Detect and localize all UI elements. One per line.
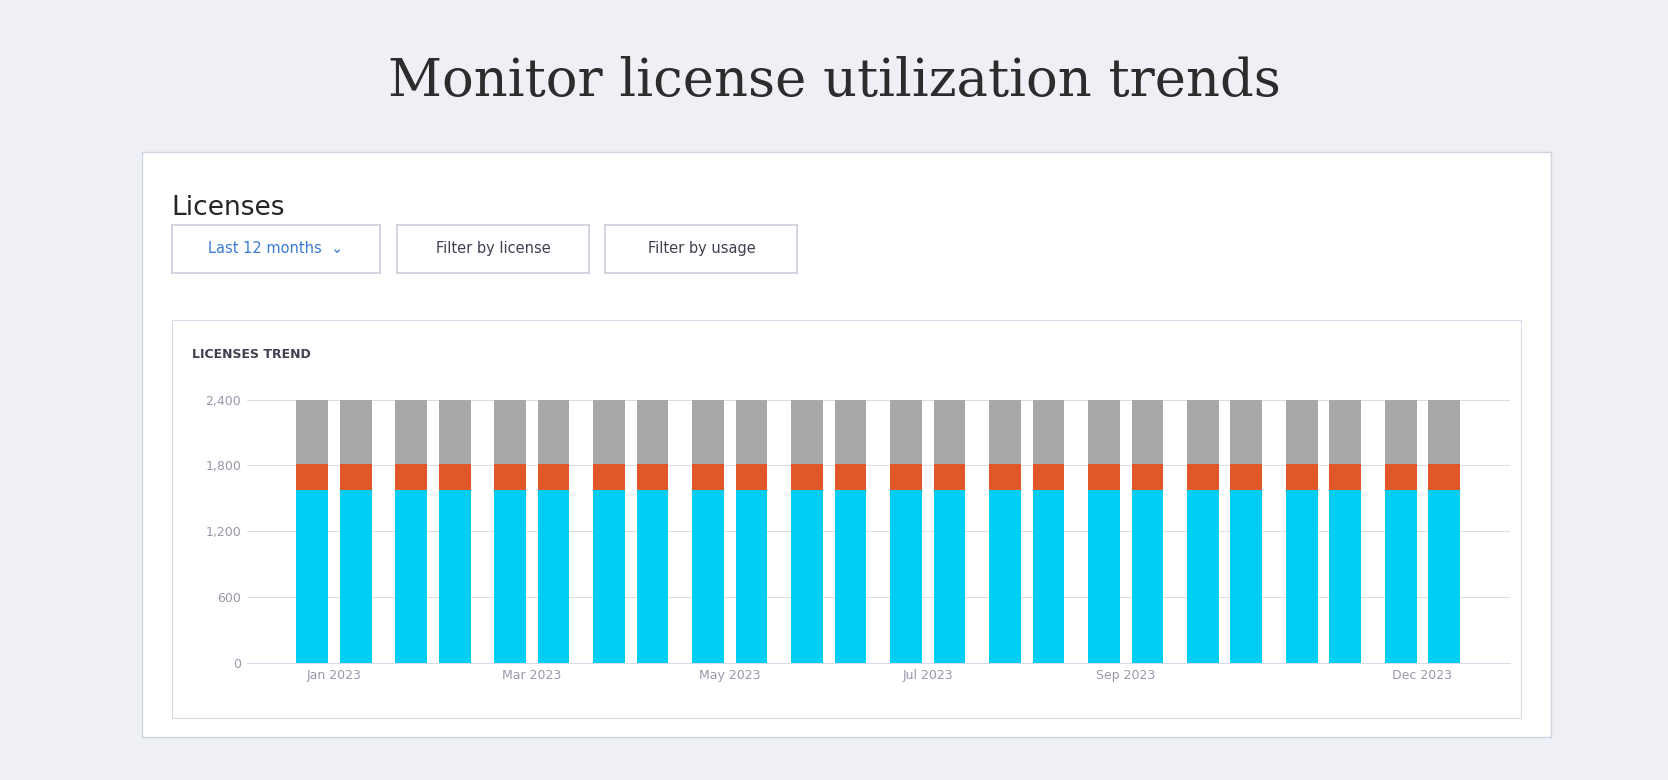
Bar xyxy=(494,399,525,464)
Bar xyxy=(791,490,822,663)
Bar xyxy=(1032,399,1064,464)
Bar xyxy=(791,464,822,490)
Bar xyxy=(594,464,626,490)
Bar xyxy=(891,399,922,464)
Bar xyxy=(989,464,1021,490)
Bar xyxy=(537,399,569,464)
Bar xyxy=(395,399,427,464)
Bar xyxy=(1329,490,1361,663)
Bar xyxy=(494,490,525,663)
Bar xyxy=(1384,399,1416,464)
Bar xyxy=(1032,490,1064,663)
Bar xyxy=(395,490,427,663)
Bar xyxy=(1088,399,1119,464)
Bar xyxy=(594,399,626,464)
Bar xyxy=(637,490,669,663)
Bar xyxy=(1231,399,1263,464)
Bar xyxy=(1329,399,1361,464)
Bar xyxy=(340,464,372,490)
Bar xyxy=(537,464,569,490)
Text: Filter by license: Filter by license xyxy=(435,241,550,257)
Bar xyxy=(736,464,767,490)
Bar xyxy=(1131,399,1163,464)
Bar xyxy=(297,490,329,663)
Bar xyxy=(340,399,372,464)
Bar xyxy=(891,490,922,663)
Bar xyxy=(439,490,470,663)
Bar xyxy=(736,399,767,464)
Bar xyxy=(297,464,329,490)
Bar xyxy=(1188,464,1219,490)
Bar xyxy=(891,464,922,490)
Text: Filter by usage: Filter by usage xyxy=(647,241,756,257)
Text: Licenses: Licenses xyxy=(172,195,285,222)
Bar xyxy=(989,399,1021,464)
Bar xyxy=(692,399,724,464)
Bar xyxy=(692,464,724,490)
Bar xyxy=(834,490,866,663)
Bar xyxy=(934,490,966,663)
Bar xyxy=(1131,490,1163,663)
Bar xyxy=(637,399,669,464)
Bar xyxy=(736,490,767,663)
Bar xyxy=(1131,464,1163,490)
Bar xyxy=(1329,464,1361,490)
Bar xyxy=(1032,464,1064,490)
Bar xyxy=(637,464,669,490)
Bar xyxy=(1384,490,1416,663)
Text: Monitor license utilization trends: Monitor license utilization trends xyxy=(387,56,1281,108)
Bar xyxy=(791,399,822,464)
Text: Last 12 months  ⌄: Last 12 months ⌄ xyxy=(208,241,344,257)
Bar xyxy=(1188,490,1219,663)
Bar xyxy=(1428,399,1460,464)
Bar xyxy=(439,464,470,490)
Bar xyxy=(1231,490,1263,663)
Bar xyxy=(834,464,866,490)
Bar xyxy=(834,399,866,464)
Bar xyxy=(934,399,966,464)
Bar xyxy=(1188,399,1219,464)
Bar xyxy=(989,490,1021,663)
Bar xyxy=(1088,490,1119,663)
Bar xyxy=(1428,490,1460,663)
Bar xyxy=(494,464,525,490)
Bar xyxy=(594,490,626,663)
Bar xyxy=(1286,490,1318,663)
Bar xyxy=(1286,464,1318,490)
Bar xyxy=(395,464,427,490)
Bar xyxy=(1088,464,1119,490)
Bar xyxy=(297,399,329,464)
Bar xyxy=(340,490,372,663)
Bar xyxy=(1428,464,1460,490)
Bar xyxy=(1286,399,1318,464)
Bar xyxy=(692,490,724,663)
Bar xyxy=(537,490,569,663)
Bar xyxy=(439,399,470,464)
Text: LICENSES TREND: LICENSES TREND xyxy=(192,348,310,360)
Bar xyxy=(1384,464,1416,490)
Bar xyxy=(934,464,966,490)
Bar xyxy=(1231,464,1263,490)
